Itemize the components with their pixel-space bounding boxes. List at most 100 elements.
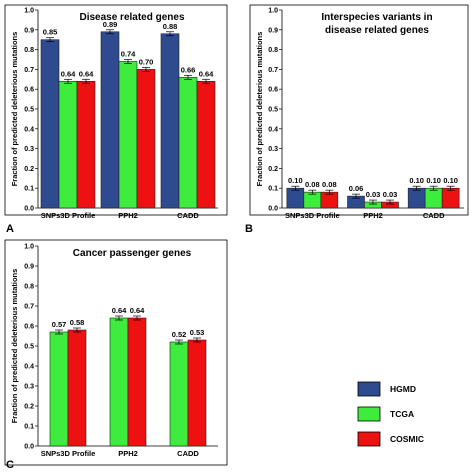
y-tick-label: 0.7 bbox=[268, 67, 278, 74]
legend-swatch-tcga bbox=[357, 406, 381, 422]
y-tick-label: 0.7 bbox=[24, 304, 34, 311]
chart-title: Disease related genes bbox=[79, 12, 184, 23]
bar-value-label: 0.52 bbox=[172, 330, 187, 339]
bar-value-label: 0.10 bbox=[426, 176, 441, 185]
x-tick-label: CADD bbox=[177, 449, 199, 458]
bar-tcga bbox=[49, 331, 69, 447]
y-tick-label: 0.6 bbox=[24, 324, 34, 331]
y-tick-label: 0.1 bbox=[24, 186, 34, 193]
y-tick-label: 1.0 bbox=[24, 244, 34, 251]
bar-value-label: 0.64 bbox=[130, 306, 145, 315]
y-tick-label: 0.7 bbox=[24, 67, 34, 74]
bar-value-label: 0.64 bbox=[61, 69, 76, 78]
legend-label-hgmd: HGMD bbox=[390, 384, 416, 394]
y-tick-label: 0.8 bbox=[24, 47, 34, 54]
y-tick-label: 0.0 bbox=[24, 444, 34, 451]
bar-value-label: 0.10 bbox=[409, 176, 424, 185]
chart-title: Interspecies variants in bbox=[321, 12, 432, 23]
bar-value-label: 0.10 bbox=[443, 176, 458, 185]
y-tick-label: 0.1 bbox=[268, 186, 278, 193]
y-tick-label: 0.8 bbox=[268, 47, 278, 54]
y-axis-label: Fraction of predicted deleterious mutati… bbox=[10, 32, 19, 187]
bar-value-label: 0.85 bbox=[43, 28, 58, 37]
bar-hgmd bbox=[286, 187, 305, 209]
y-tick-label: 0.5 bbox=[268, 107, 278, 114]
x-tick-label: PPH2 bbox=[363, 211, 383, 220]
y-tick-label: 0.4 bbox=[24, 364, 34, 371]
x-tick-label: SNPs3D Profile bbox=[41, 211, 96, 220]
y-tick-label: 0.0 bbox=[268, 206, 278, 213]
bar-value-label: 0.88 bbox=[163, 22, 178, 31]
y-tick-label: 0.6 bbox=[24, 87, 34, 94]
y-tick-label: 0.9 bbox=[24, 264, 34, 271]
bar-value-label: 0.03 bbox=[383, 190, 398, 199]
bar-cosmic bbox=[76, 80, 96, 209]
panel-a-chart: 0.0 0.1 0.2 0.3 0.4 0.5 0.6 0.7 0.8 0.9 1.0 Fractio… bbox=[4, 4, 228, 220]
panel-frame bbox=[4, 4, 228, 216]
panel-frame bbox=[249, 4, 469, 216]
bar-value-label: 0.64 bbox=[199, 69, 214, 78]
y-tick-label: 0.9 bbox=[268, 27, 278, 34]
y-tick-label: 0.4 bbox=[268, 126, 278, 133]
x-tick-label: SNPs3D Profile bbox=[285, 211, 340, 220]
bar-value-label: 0.66 bbox=[181, 65, 196, 74]
bar-hgmd bbox=[160, 33, 180, 209]
bar-value-label: 0.57 bbox=[52, 320, 67, 329]
bar-tcga bbox=[303, 191, 322, 209]
bar-value-label: 0.70 bbox=[139, 57, 154, 66]
y-tick-label: 0.3 bbox=[268, 146, 278, 153]
y-tick-label: 0.4 bbox=[24, 126, 34, 133]
bar-value-label: 0.64 bbox=[112, 306, 127, 315]
bar-value-label: 0.06 bbox=[349, 184, 364, 193]
panel-letter-b: B bbox=[245, 223, 253, 235]
legend: HGMD TCGA COSMIC bbox=[357, 381, 424, 447]
x-tick-label: SNPs3D Profile bbox=[41, 449, 96, 458]
y-tick-label: 0.3 bbox=[24, 384, 34, 391]
bar-value-label: 0.64 bbox=[79, 69, 94, 78]
y-tick-label: 0.2 bbox=[24, 166, 34, 173]
panel-letter-a: A bbox=[6, 223, 14, 235]
panel-b-chart: 0.0 0.1 0.2 0.3 0.4 0.5 0.6 0.7 0.8 0.9 1.0 Fractio… bbox=[249, 4, 469, 220]
bar-cosmic bbox=[187, 339, 207, 447]
bar-value-label: 0.74 bbox=[121, 49, 136, 58]
x-tick-label: PPH2 bbox=[118, 211, 138, 220]
y-tick-label: 0.5 bbox=[24, 344, 34, 351]
panel-c-chart: 0.0 0.1 0.2 0.3 0.4 0.5 0.6 0.7 0.8 0.9 1.0 Fractio… bbox=[4, 239, 228, 466]
bar-tcga bbox=[424, 187, 443, 209]
bar-value-label: 0.10 bbox=[288, 176, 303, 185]
bar-tcga bbox=[169, 341, 189, 447]
y-tick-label: 0.5 bbox=[24, 107, 34, 114]
bar-cosmic bbox=[441, 187, 460, 209]
y-tick-label: 0.9 bbox=[24, 27, 34, 34]
bar-value-label: 0.53 bbox=[190, 328, 205, 337]
bar-cosmic bbox=[196, 80, 216, 209]
legend-label-cosmic: COSMIC bbox=[390, 434, 424, 444]
legend-label-tcga: TCGA bbox=[390, 409, 414, 419]
bar-value-label: 0.08 bbox=[322, 180, 337, 189]
chart-title: Cancer passenger genes bbox=[73, 248, 192, 259]
y-tick-label: 0.6 bbox=[268, 87, 278, 94]
bar-tcga bbox=[118, 61, 138, 209]
bar-value-label: 0.08 bbox=[305, 180, 320, 189]
y-tick-label: 0.3 bbox=[24, 146, 34, 153]
x-tick-label: CADD bbox=[177, 211, 199, 220]
bar-value-label: 0.03 bbox=[366, 190, 381, 199]
bar-value-label: 0.89 bbox=[103, 20, 118, 29]
bar-tcga bbox=[58, 80, 78, 209]
x-tick-label: CADD bbox=[423, 211, 445, 220]
bar-cosmic bbox=[136, 69, 156, 209]
bar-cosmic bbox=[127, 317, 147, 447]
bar-hgmd bbox=[100, 31, 120, 209]
bar-tcga bbox=[109, 317, 129, 447]
bar-value-label: 0.58 bbox=[70, 318, 85, 327]
y-tick-label: 0.8 bbox=[24, 284, 34, 291]
bar-tcga bbox=[178, 77, 198, 209]
y-tick-label: 0.2 bbox=[268, 166, 278, 173]
bar-hgmd bbox=[407, 187, 426, 209]
y-tick-label: 1.0 bbox=[24, 8, 34, 15]
legend-swatch-hgmd bbox=[357, 381, 381, 397]
y-axis-label: Fraction of predicted deleterious mutati… bbox=[10, 269, 19, 424]
bar-cosmic bbox=[67, 329, 87, 447]
y-tick-label: 0.1 bbox=[24, 424, 34, 431]
